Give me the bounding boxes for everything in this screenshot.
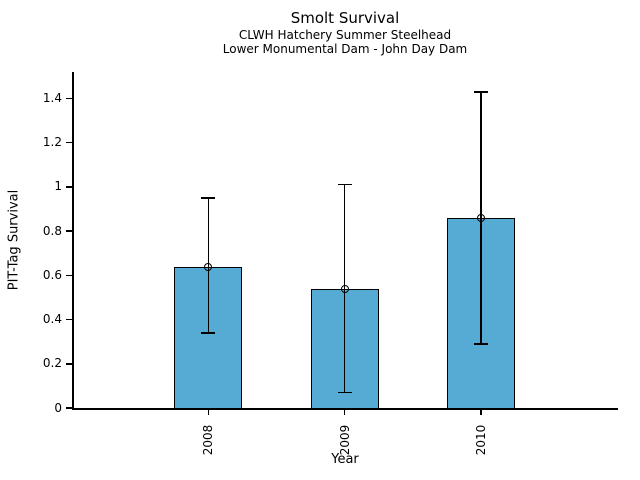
y-tick-mark (66, 407, 73, 409)
x-axis-title: Year (331, 452, 359, 467)
y-tick-label: 0.6 (42, 267, 62, 282)
y-tick-mark (66, 230, 73, 232)
error-bar-cap-top-2010 (473, 91, 488, 93)
y-tick-label: 0.8 (42, 223, 62, 238)
error-bar-cap-top-2008 (201, 197, 216, 199)
point-marker-2008 (204, 262, 213, 271)
chart-title: Smolt Survival (290, 9, 400, 27)
error-bar-cap-bottom-2008 (201, 332, 216, 334)
y-tick-label: 0 (54, 400, 62, 415)
y-tick-mark (66, 97, 73, 100)
bar-2008 (174, 266, 243, 409)
y-axis-line (72, 72, 74, 409)
y-tick-mark (66, 363, 73, 365)
y-tick-label: 0.4 (42, 312, 62, 327)
x-tick-label-text: 2008 (201, 424, 216, 456)
chart-subtitle-line2: Lower Monumental Dam - John Day Dam (222, 42, 468, 56)
y-tick-label: 1.4 (42, 91, 62, 106)
x-tick-label-text: 2010 (473, 424, 488, 456)
y-tick-mark (66, 141, 73, 144)
x-tick-mark (343, 408, 346, 415)
x-tick-label-text: 2009 (337, 424, 352, 456)
error-bar-cap-bottom-2009 (337, 391, 352, 394)
y-tick-mark (66, 186, 73, 188)
point-marker-2010 (476, 213, 485, 222)
error-bar-cap-bottom-2010 (473, 343, 488, 345)
chart-subtitle-line1: CLWH Hatchery Summer Steelhead (238, 28, 452, 42)
error-bar-cap-top-2009 (337, 183, 352, 186)
y-tick-label: 1.2 (42, 135, 62, 150)
y-tick-label: 0.2 (42, 356, 62, 371)
point-marker-2009 (340, 284, 349, 293)
y-tick-mark (66, 274, 73, 277)
x-tick-mark (207, 408, 209, 415)
x-tick-mark (480, 408, 482, 415)
y-tick-label: 1 (54, 179, 62, 194)
y-tick-mark (66, 318, 73, 321)
